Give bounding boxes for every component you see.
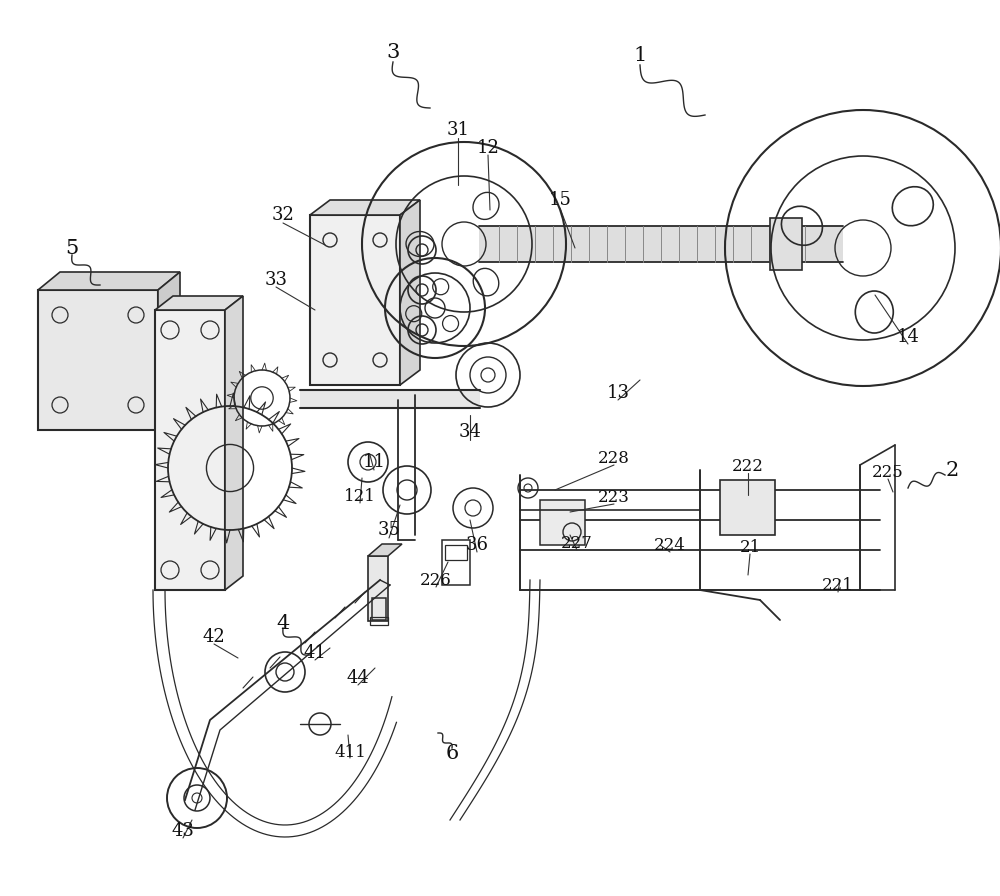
Text: 33: 33 [264,271,288,289]
Text: 15: 15 [549,191,571,209]
Text: 14: 14 [897,328,919,346]
Bar [540,500,585,545]
Text: 227: 227 [561,535,593,552]
Text: 4: 4 [276,614,290,633]
Text: 42: 42 [203,628,225,646]
Text: 2: 2 [945,461,959,479]
Bar [368,556,388,621]
Polygon shape [400,200,420,385]
Polygon shape [368,544,402,556]
Text: 31: 31 [446,121,470,139]
Text: 36: 36 [466,536,488,554]
Polygon shape [300,390,480,408]
Text: 223: 223 [598,488,630,505]
Text: 11: 11 [362,453,386,471]
Bar [442,540,470,585]
Bar [445,545,467,560]
Text: 12: 12 [477,139,499,157]
Text: 6: 6 [445,744,459,762]
Text: 411: 411 [334,744,366,761]
Text: 228: 228 [598,450,630,467]
Bar [38,290,158,430]
Polygon shape [310,200,420,215]
Text: 44: 44 [347,669,369,687]
Bar [372,598,386,620]
Text: 41: 41 [304,644,326,662]
Polygon shape [225,296,243,590]
Polygon shape [155,296,243,310]
Text: 225: 225 [872,463,904,480]
Polygon shape [479,226,843,262]
Text: 224: 224 [654,537,686,554]
Bar [720,480,775,535]
Text: 3: 3 [386,42,400,62]
Polygon shape [38,272,180,290]
Text: 221: 221 [822,576,854,593]
Text: 5: 5 [65,238,79,257]
Bar [155,310,225,590]
Text: 34: 34 [459,423,481,441]
Polygon shape [158,272,180,430]
Bar [370,617,388,625]
Text: 13: 13 [606,384,630,402]
Text: 21: 21 [739,538,761,556]
Text: 35: 35 [378,521,400,539]
Text: 226: 226 [420,572,452,589]
Text: 32: 32 [272,206,294,224]
Bar [770,218,802,270]
Text: 1: 1 [633,46,647,65]
Text: 121: 121 [344,487,376,504]
Text: 222: 222 [732,458,764,475]
Bar [310,215,400,385]
Text: 43: 43 [172,822,194,840]
